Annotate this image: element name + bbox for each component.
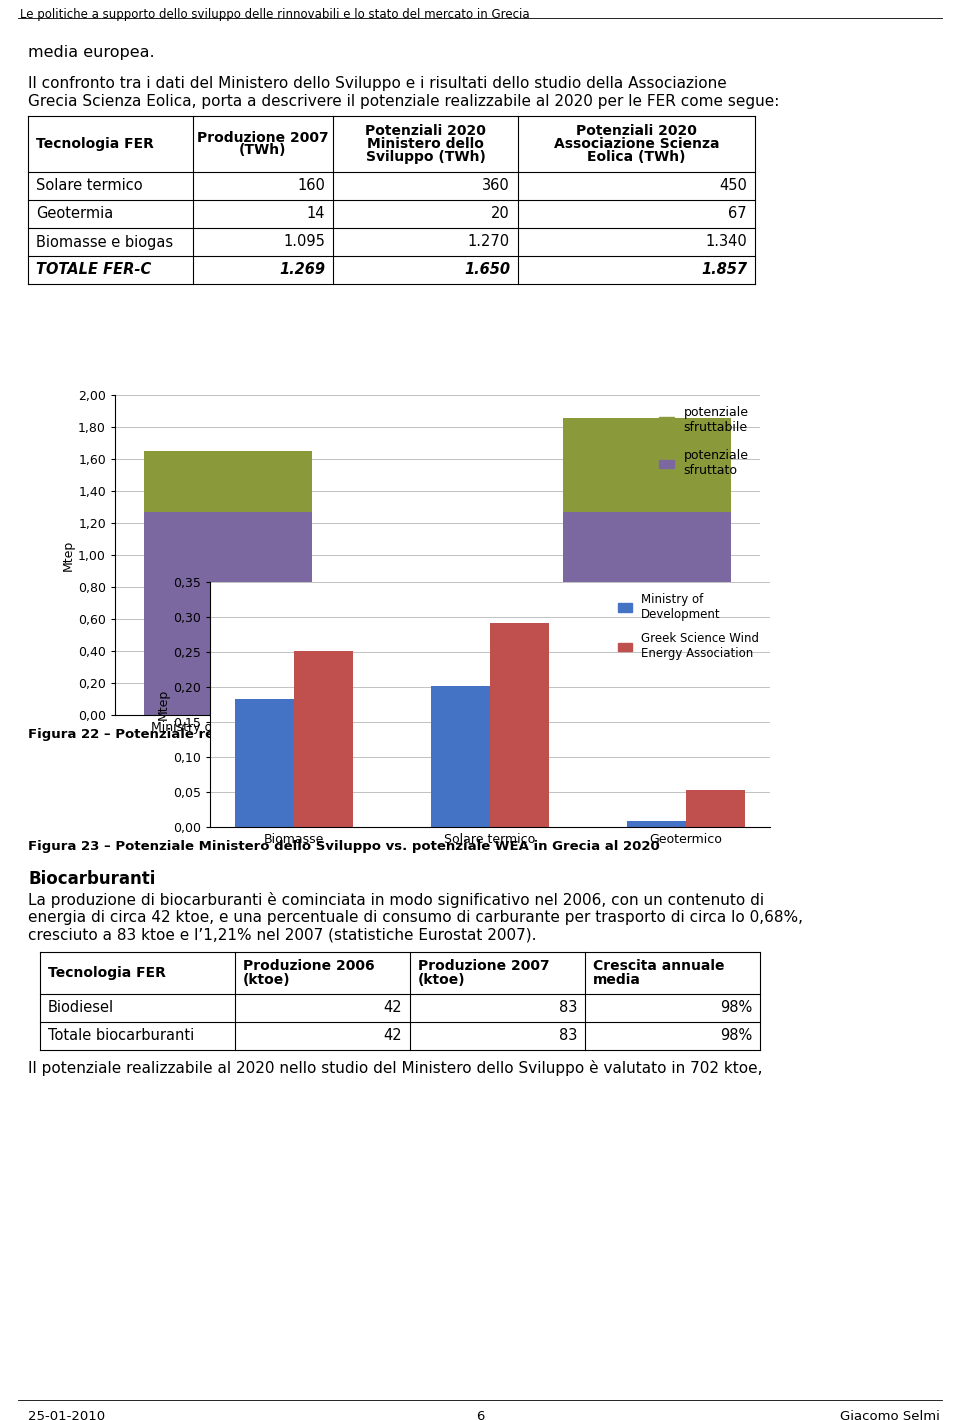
Bar	[490, 622, 549, 826]
Text: Solare termico: Solare termico	[36, 179, 143, 193]
Text: Giacomo Selmi: Giacomo Selmi	[840, 1410, 940, 1420]
Text: (ktoe): (ktoe)	[243, 973, 291, 987]
Text: 1.095: 1.095	[283, 234, 325, 250]
Text: Eolica (TWh): Eolica (TWh)	[588, 151, 685, 163]
Text: 1.270: 1.270	[468, 234, 510, 250]
Text: Il confronto tra i dati del Ministero dello Sviluppo e i risultati dello studio : Il confronto tra i dati del Ministero de…	[28, 77, 727, 91]
Text: Biodiesel: Biodiesel	[48, 1001, 114, 1015]
Bar	[144, 452, 312, 513]
Text: media: media	[593, 973, 641, 987]
Text: Associazione Scienza: Associazione Scienza	[554, 136, 719, 151]
Text: Figura 22 – Potenziale realizzabile 2020 vs. potenziale realizzato in Grecia: Figura 22 – Potenziale realizzabile 2020…	[28, 728, 585, 741]
Bar	[235, 699, 294, 826]
Text: La produzione di biocarburanti è cominciata in modo significativo nel 2006, con : La produzione di biocarburanti è cominci…	[28, 892, 764, 907]
Text: TOTALE FER-C: TOTALE FER-C	[36, 263, 152, 277]
Text: Biocarburanti: Biocarburanti	[28, 870, 156, 888]
Text: 25-01-2010: 25-01-2010	[28, 1410, 106, 1420]
Text: 1.269: 1.269	[279, 263, 325, 277]
Text: media europea.: media europea.	[28, 45, 155, 60]
Text: energia di circa 42 ktoe, e una percentuale di consumo di carburante per traspor: energia di circa 42 ktoe, e una percentu…	[28, 910, 803, 924]
Text: 1.340: 1.340	[706, 234, 747, 250]
Text: 6: 6	[476, 1410, 484, 1420]
Text: Figura 23 – Potenziale Ministero dello Sviluppo vs. potenziale WEA in Grecia al : Figura 23 – Potenziale Ministero dello S…	[28, 841, 660, 853]
Text: Le politiche a supporto dello sviluppo delle rinnovabili e lo stato del mercato : Le politiche a supporto dello sviluppo d…	[20, 9, 530, 21]
Text: 14: 14	[306, 206, 325, 222]
Bar	[431, 686, 490, 826]
Bar	[564, 417, 731, 513]
Text: cresciuto a 83 ktoe e l’1,21% nel 2007 (statistiche Eurostat 2007).: cresciuto a 83 ktoe e l’1,21% nel 2007 (…	[28, 929, 537, 943]
Legend: Ministry of
Development, Greek Science Wind
Energy Association: Ministry of Development, Greek Science W…	[613, 588, 764, 665]
Text: 67: 67	[729, 206, 747, 222]
Bar	[564, 513, 731, 716]
Text: Potenziali 2020: Potenziali 2020	[576, 124, 697, 138]
Bar	[144, 513, 312, 716]
Bar	[685, 790, 745, 826]
Text: 1.650: 1.650	[464, 263, 510, 277]
Text: 20: 20	[492, 206, 510, 222]
Text: Tecnologia FER: Tecnologia FER	[48, 966, 166, 980]
Text: 1.857: 1.857	[701, 263, 747, 277]
Y-axis label: Mtep: Mtep	[62, 540, 75, 571]
Text: Produzione 2007: Produzione 2007	[418, 960, 550, 974]
Legend: potenziale
sfruttabile, potenziale
sfruttato: potenziale sfruttabile, potenziale sfrut…	[654, 402, 754, 483]
Text: 83: 83	[559, 1001, 577, 1015]
Text: Il potenziale realizzabile al 2020 nello studio del Ministero dello Sviluppo è v: Il potenziale realizzabile al 2020 nello…	[28, 1059, 762, 1076]
Bar	[627, 821, 685, 826]
Text: Crescita annuale: Crescita annuale	[593, 960, 725, 974]
Text: Produzione 2007: Produzione 2007	[197, 131, 329, 145]
Text: Grecia Scienza Eolica, porta a descrivere il potenziale realizzabile al 2020 per: Grecia Scienza Eolica, porta a descriver…	[28, 94, 780, 109]
Bar	[294, 650, 353, 826]
Text: Sviluppo (TWh): Sviluppo (TWh)	[366, 151, 486, 163]
Text: 83: 83	[559, 1028, 577, 1044]
Text: (ktoe): (ktoe)	[418, 973, 466, 987]
Text: Ministero dello: Ministero dello	[367, 136, 484, 151]
Text: Potenziali 2020: Potenziali 2020	[365, 124, 486, 138]
Text: 98%: 98%	[720, 1028, 752, 1044]
Text: Produzione 2006: Produzione 2006	[243, 960, 374, 974]
Text: (TWh): (TWh)	[239, 143, 287, 158]
Text: Geotermia: Geotermia	[36, 206, 113, 222]
Text: 42: 42	[383, 1028, 402, 1044]
Text: 360: 360	[482, 179, 510, 193]
Text: Tecnologia FER: Tecnologia FER	[36, 136, 154, 151]
Y-axis label: Mtep: Mtep	[157, 689, 170, 720]
Text: 160: 160	[298, 179, 325, 193]
Text: 42: 42	[383, 1001, 402, 1015]
Text: 98%: 98%	[720, 1001, 752, 1015]
Text: Totale biocarburanti: Totale biocarburanti	[48, 1028, 194, 1044]
Text: Biomasse e biogas: Biomasse e biogas	[36, 234, 173, 250]
Text: 450: 450	[719, 179, 747, 193]
